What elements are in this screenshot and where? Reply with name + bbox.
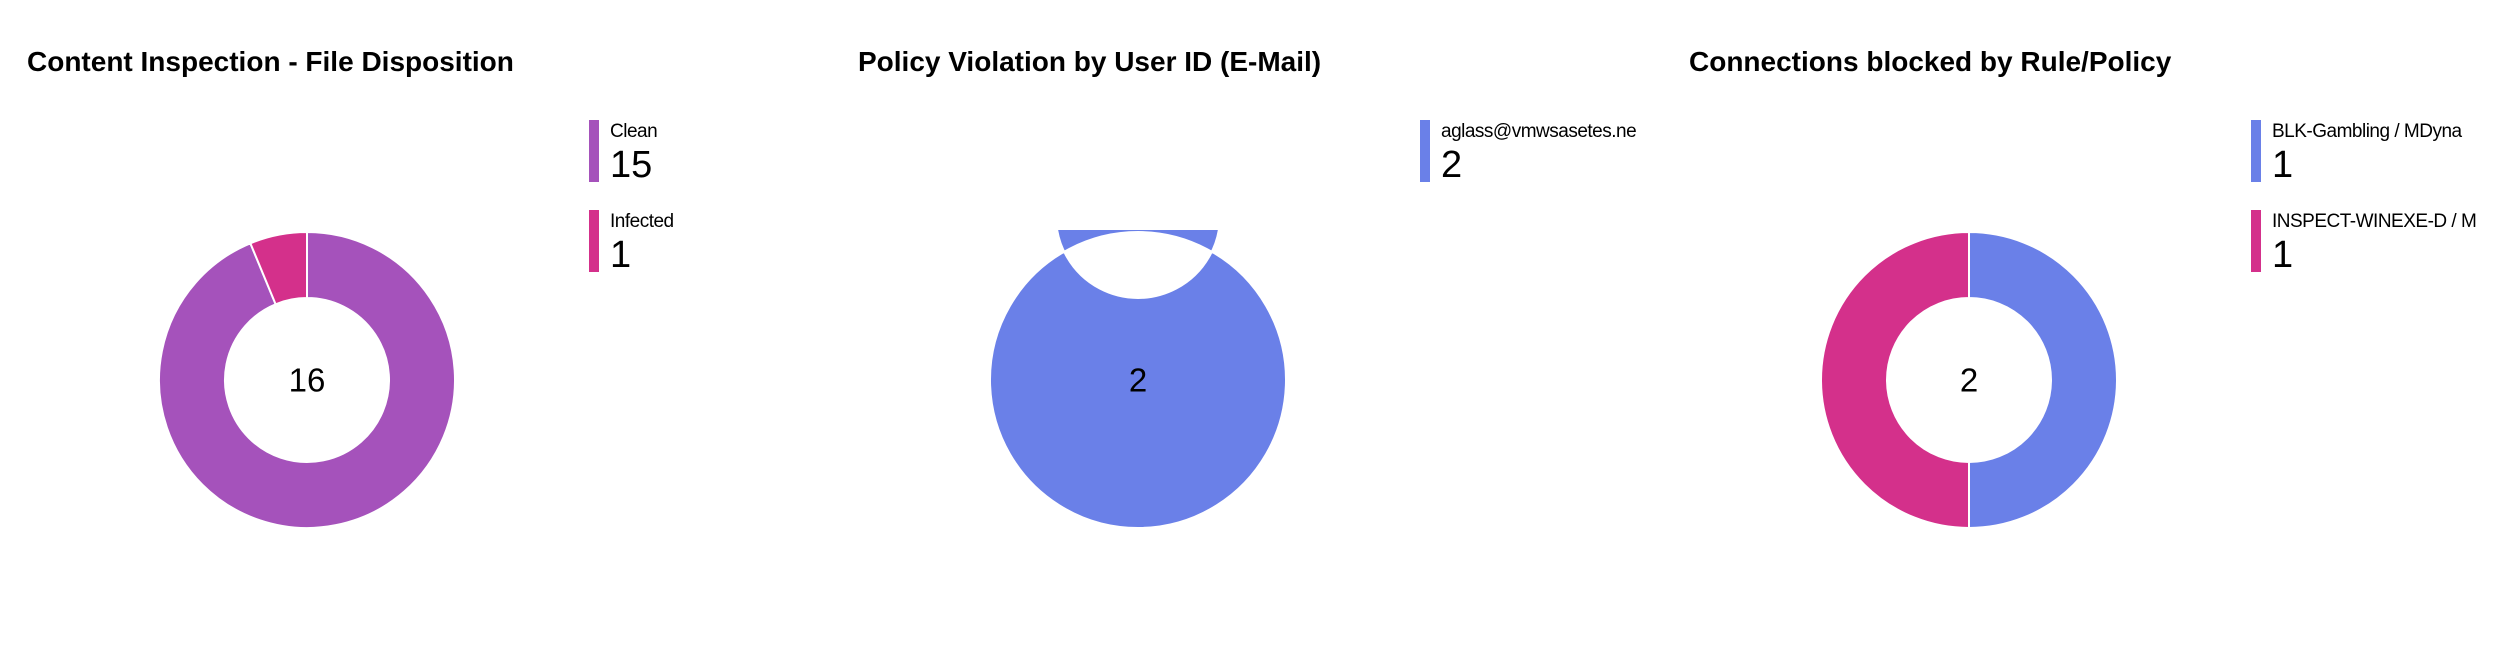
chart-legend: aglass@vmwsasetes.ne 2 (1420, 120, 1662, 210)
chart-panel-connections-blocked: Connections blocked by Rule/Policy 2 BLK… (1662, 0, 2493, 646)
legend-item-clean[interactable]: Clean 15 (589, 120, 831, 210)
chart-title: Content Inspection - File Disposition (27, 46, 514, 77)
chart-panel-policy-violation: Policy Violation by User ID (E-Mail) 2 a… (831, 0, 1662, 646)
donut-slice-inspect-winexe-d-m[interactable] (1820, 230, 1970, 530)
chart-legend: Clean 15 Infected 1 (589, 120, 831, 300)
legend-label: Infected (610, 211, 674, 232)
donut-chart[interactable]: 2 (988, 230, 1288, 530)
legend-label: Clean (610, 121, 658, 142)
legend-item-infected[interactable]: Infected 1 (589, 210, 831, 300)
legend-label: INSPECT-WINEXE-D / M (2272, 211, 2477, 232)
legend-label: aglass@vmwsasetes.ne (1441, 121, 1637, 142)
chart-panel-file-disposition: Content Inspection - File Disposition 16… (0, 0, 831, 646)
legend-value: 15 (610, 144, 653, 186)
legend-value: 1 (2272, 144, 2294, 186)
legend-value: 1 (2272, 234, 2294, 276)
legend-swatch (2251, 120, 2261, 182)
legend-item-blk-gambling[interactable]: BLK-Gambling / MDyna 1 (2251, 120, 2493, 210)
donut-chart[interactable]: 16 (157, 230, 457, 530)
chart-title: Connections blocked by Rule/Policy (1689, 46, 2172, 77)
legend-label: BLK-Gambling / MDyna (2272, 121, 2462, 142)
legend-value: 2 (1441, 144, 1463, 186)
legend-swatch (2251, 210, 2261, 272)
legend-value: 1 (610, 234, 632, 276)
legend-item-user[interactable]: aglass@vmwsasetes.ne 2 (1420, 120, 1662, 210)
chart-legend: BLK-Gambling / MDyna 1 INSPECT-WINEXE-D … (2251, 120, 2493, 300)
donut-chart[interactable]: 2 (1819, 230, 2119, 530)
donut-slice-infected[interactable] (249, 230, 308, 306)
donut-slice-clean[interactable] (158, 230, 456, 529)
donut-total-label: 2 (1129, 362, 1147, 399)
legend-item-inspect-winexe[interactable]: INSPECT-WINEXE-D / M 1 (2251, 210, 2493, 300)
legend-swatch (589, 120, 599, 182)
donut-total-label: 2 (1960, 362, 1978, 399)
donut-slice-blk-gambling-mdyna[interactable] (1968, 230, 2118, 530)
donut-total-label: 16 (289, 362, 326, 399)
chart-title: Policy Violation by User ID (E-Mail) (858, 46, 1322, 77)
donut-slice-aglass-vmwsasetes-ne[interactable] (988, 230, 1287, 529)
legend-swatch (1420, 120, 1430, 182)
legend-swatch (589, 210, 599, 272)
